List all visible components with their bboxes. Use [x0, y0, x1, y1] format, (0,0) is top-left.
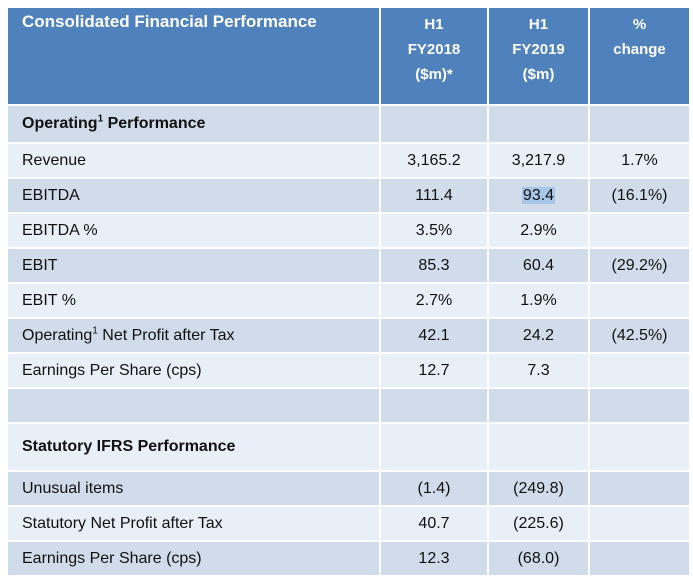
row-label: Earnings Per Share (cps) [6, 352, 381, 389]
cell-fy2019: 3,217.9 [487, 142, 590, 179]
section-row-operating: Operating1 Performance [6, 104, 691, 144]
row-label: Operating1 Net Profit after Tax [6, 317, 381, 354]
cell-fy2018: 111.4 [379, 177, 489, 214]
col-header-h1-fy2018: H1 FY2018 ($m)* [379, 6, 489, 106]
section-row-statutory: Statutory IFRS Performance [6, 422, 691, 472]
col-header-h1-fy2019: H1 FY2019 ($m) [487, 6, 590, 106]
table-row: Earnings Per Share (cps) 12.3 (68.0) [6, 540, 691, 577]
cell-change [588, 540, 691, 577]
table-row: EBITDA % 3.5% 2.9% [6, 212, 691, 249]
row-label: Earnings Per Share (cps) [6, 540, 381, 577]
cell-fy2019: 60.4 [487, 247, 590, 284]
cell-fy2018: 3.5% [379, 212, 489, 249]
cell-fy2018: 2.7% [379, 282, 489, 319]
selected-text-highlight[interactable]: 93.4 [521, 186, 556, 204]
row-label: Revenue [6, 142, 381, 179]
cell-change: (42.5%) [588, 317, 691, 354]
cell-fy2018: 40.7 [379, 505, 489, 542]
table-row: EBIT 85.3 60.4 (29.2%) [6, 247, 691, 284]
financial-performance-table: Consolidated Financial Performance H1 FY… [6, 6, 691, 577]
cell-change [588, 470, 691, 507]
header-row: Consolidated Financial Performance H1 FY… [6, 6, 691, 106]
row-label: Statutory Net Profit after Tax [6, 505, 381, 542]
table-row: Unusual items (1.4) (249.8) [6, 470, 691, 507]
cell-change [588, 282, 691, 319]
cell-fy2018: 42.1 [379, 317, 489, 354]
table-title: Consolidated Financial Performance [6, 6, 381, 106]
col-header-pct-change: % change [588, 6, 691, 106]
cell-fy2019: 1.9% [487, 282, 590, 319]
table-row: Operating1 Net Profit after Tax 42.1 24.… [6, 317, 691, 354]
cell-change [588, 212, 691, 249]
row-label: Unusual items [6, 470, 381, 507]
table-row: Revenue 3,165.2 3,217.9 1.7% [6, 142, 691, 179]
cell-fy2018: 3,165.2 [379, 142, 489, 179]
cell-fy2019: 7.3 [487, 352, 590, 389]
cell-change: 1.7% [588, 142, 691, 179]
table-row: Statutory Net Profit after Tax 40.7 (225… [6, 505, 691, 542]
section-label-statutory: Statutory IFRS Performance [6, 422, 381, 472]
row-label: EBITDA [6, 177, 381, 214]
spacer-row [6, 387, 691, 424]
cell-fy2018: (1.4) [379, 470, 489, 507]
section-label-operating: Operating1 Performance [6, 104, 381, 144]
cell-change [588, 352, 691, 389]
row-label: EBITDA % [6, 212, 381, 249]
row-label: EBIT % [6, 282, 381, 319]
cell-fy2019: (249.8) [487, 470, 590, 507]
cell-fy2019: (225.6) [487, 505, 590, 542]
cell-change [588, 505, 691, 542]
cell-fy2018: 12.3 [379, 540, 489, 577]
cell-fy2019: 93.4 [487, 177, 590, 214]
table-row: EBIT % 2.7% 1.9% [6, 282, 691, 319]
cell-fy2019: 24.2 [487, 317, 590, 354]
cell-fy2019: 2.9% [487, 212, 590, 249]
cell-fy2019: (68.0) [487, 540, 590, 577]
table-row: EBITDA 111.4 93.4 (16.1%) [6, 177, 691, 214]
cell-fy2018: 12.7 [379, 352, 489, 389]
table-row: Earnings Per Share (cps) 12.7 7.3 [6, 352, 691, 389]
row-label: EBIT [6, 247, 381, 284]
cell-fy2018: 85.3 [379, 247, 489, 284]
cell-change: (16.1%) [588, 177, 691, 214]
cell-change: (29.2%) [588, 247, 691, 284]
